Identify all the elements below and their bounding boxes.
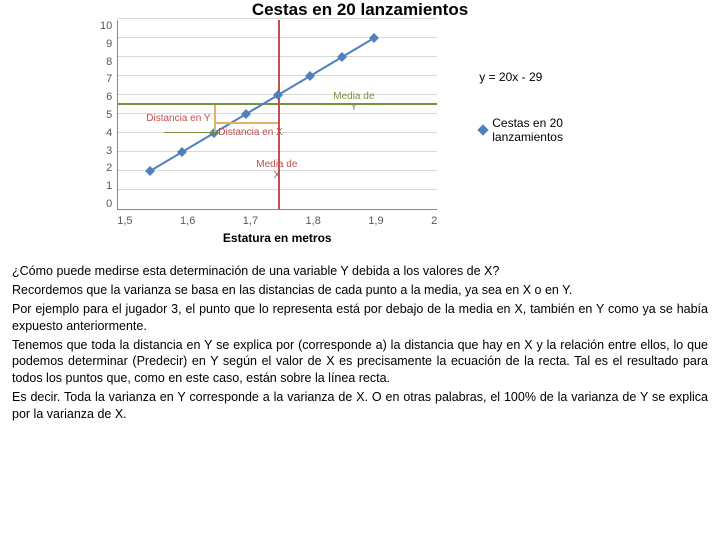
chart-plot-area: Distancia en YDistancia en XMedia deYMed… [117, 20, 437, 210]
paragraph-4: Tenemos que toda la distancia en Y se ex… [12, 337, 708, 388]
chart-legend: y = 20x - 29 Cestas en 20 lanzamientos [479, 70, 587, 144]
chart-title: Cestas en 20 lanzamientos [60, 0, 660, 20]
paragraph-3: Por ejemplo para el jugador 3, el punto … [12, 301, 708, 335]
explanation-text: ¿Cómo puede medirse esta determinación d… [12, 263, 708, 423]
y-axis-labels: 109876543210 [100, 20, 117, 210]
paragraph-2: Recordemos que la varianza se basa en la… [12, 282, 708, 299]
paragraph-5: Es decir. Toda la varianza en Y correspo… [12, 389, 708, 423]
paragraph-1: ¿Cómo puede medirse esta determinación d… [12, 263, 708, 280]
x-axis-title: Estatura en metros [117, 231, 437, 245]
regression-equation: y = 20x - 29 [479, 70, 587, 84]
legend-series-label: Cestas en 20 lanzamientos [492, 116, 587, 144]
x-axis-labels: 1,51,61,71,81,92 [117, 215, 437, 227]
diamond-marker-icon [478, 124, 489, 135]
